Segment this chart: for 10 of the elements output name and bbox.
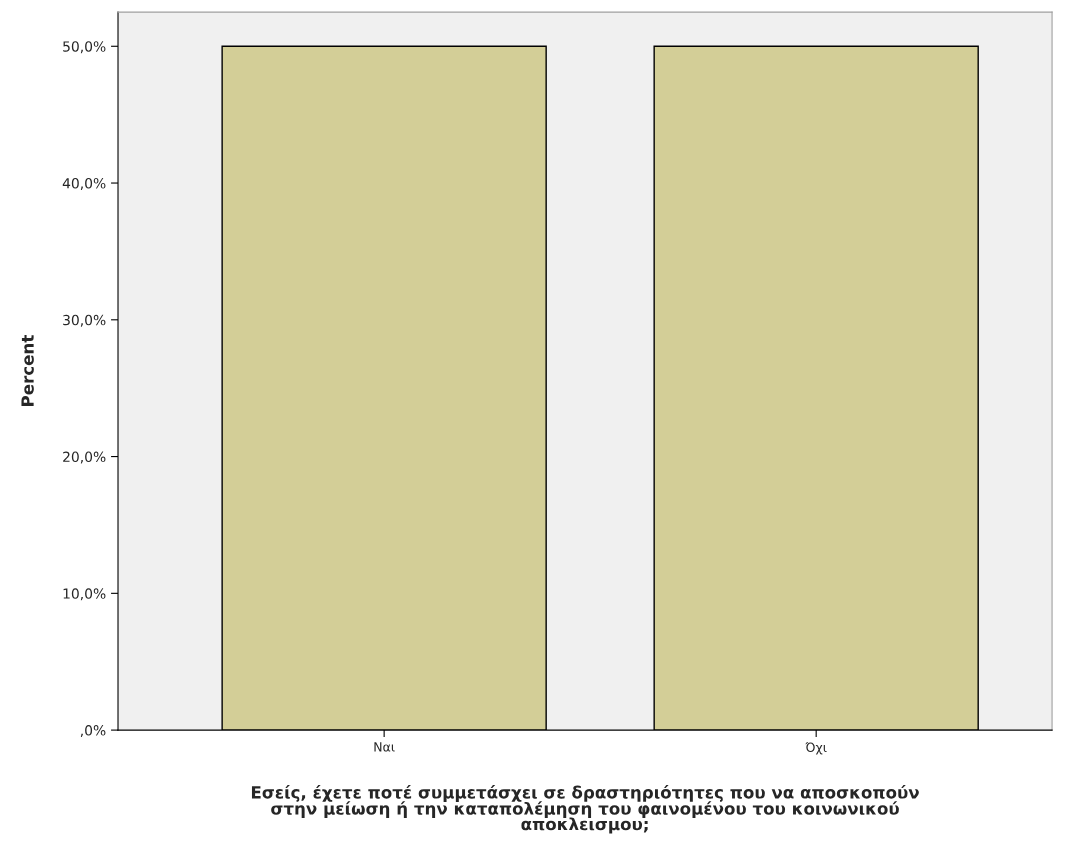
y-tick-label: 20,0% [63,451,106,464]
y-tick-label: 50,0% [63,41,106,54]
x-axis-title: Εσείς, έχετε ποτέ συμμετάσχει σε δραστηριότητες που να αποσκοπούν στην μείωση ή την καταπολέμηση του φαινομένου του κοινωνικού αποκλεισμου; [251,785,919,834]
y-tick-label: 30,0% [63,314,106,327]
x-tick-label: Ναι [374,742,395,752]
y-tick-label: 10,0% [63,588,106,601]
y-tick-label: ,0% [80,725,106,737]
y-tick-label: 40,0% [62,178,106,190]
y-axis-title: Percent [21,335,34,406]
x-tick-label: Όχι [805,741,827,755]
